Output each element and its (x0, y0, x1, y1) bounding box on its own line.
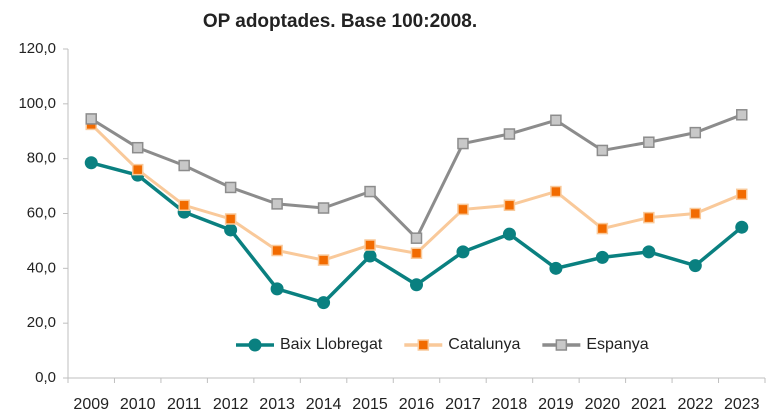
point (224, 213, 237, 225)
y-tick-label: 100,0 (18, 95, 56, 112)
y-tick-label: 120,0 (18, 40, 56, 57)
point (364, 239, 376, 251)
point (317, 296, 331, 310)
point (689, 207, 702, 220)
point (271, 244, 283, 257)
point (736, 188, 748, 201)
series (85, 109, 748, 244)
legend-label: Catalunya (448, 336, 520, 353)
point (689, 126, 702, 139)
point (410, 247, 423, 260)
legend-label: Espanya (586, 336, 648, 353)
point (550, 114, 562, 127)
point (456, 245, 470, 259)
y-tick-label: 40,0 (27, 259, 56, 276)
point (503, 199, 516, 212)
point (131, 163, 144, 176)
point (410, 278, 423, 292)
point (178, 159, 190, 172)
y-tick-label: 80,0 (27, 150, 56, 167)
legend-label: Baix Llobregat (280, 336, 383, 353)
point (503, 128, 516, 140)
point (363, 249, 377, 263)
x-tick-label: 2016 (399, 396, 435, 413)
x-tick-label: 2020 (585, 396, 621, 413)
x-tick-label: 2019 (538, 396, 574, 413)
point (688, 259, 702, 273)
legend-marker (417, 339, 430, 351)
point (643, 211, 655, 224)
point (271, 198, 283, 210)
x-tick-label: 2009 (73, 396, 109, 413)
x-tick-label: 2021 (631, 396, 667, 413)
x-tick-label: 2023 (724, 396, 760, 413)
x-tick-label: 2015 (352, 396, 388, 413)
point (224, 181, 237, 194)
point (85, 113, 97, 125)
point (410, 232, 423, 244)
point (131, 141, 144, 154)
x-tick-label: 2014 (306, 396, 342, 413)
point (457, 203, 469, 216)
point (317, 202, 330, 214)
point (457, 137, 469, 150)
point (317, 254, 330, 266)
legend-marker (555, 339, 568, 351)
point (595, 250, 609, 264)
point (735, 220, 749, 234)
y-tick-label: 20,0 (27, 314, 56, 331)
point (643, 136, 655, 148)
legend-entry: Catalunya (404, 336, 520, 353)
point (224, 223, 238, 237)
point (178, 199, 190, 212)
point (736, 109, 748, 121)
x-tick-label: 2022 (678, 396, 714, 413)
legend-marker (248, 338, 262, 352)
point (364, 185, 376, 198)
point (642, 245, 656, 259)
x-tick-label: 2010 (120, 396, 156, 413)
x-tick-label: 2013 (259, 396, 295, 413)
point (596, 222, 609, 235)
x-tick-label: 2017 (445, 396, 481, 413)
y-tick-label: 60,0 (27, 204, 56, 221)
point (550, 185, 562, 198)
x-tick-label: 2018 (492, 396, 528, 413)
series (84, 156, 749, 310)
legend-entry: Espanya (542, 336, 649, 353)
chart-title: OP adoptades. Base 100:2008. (203, 11, 477, 32)
point (84, 156, 98, 170)
point (270, 282, 284, 296)
legend-entry: Baix Llobregat (236, 336, 383, 353)
x-tick-label: 2011 (167, 396, 202, 413)
x-tick-label: 2012 (213, 396, 249, 413)
point (549, 261, 563, 275)
point (596, 144, 609, 157)
point (502, 227, 516, 241)
y-tick-label: 0,0 (35, 369, 56, 386)
